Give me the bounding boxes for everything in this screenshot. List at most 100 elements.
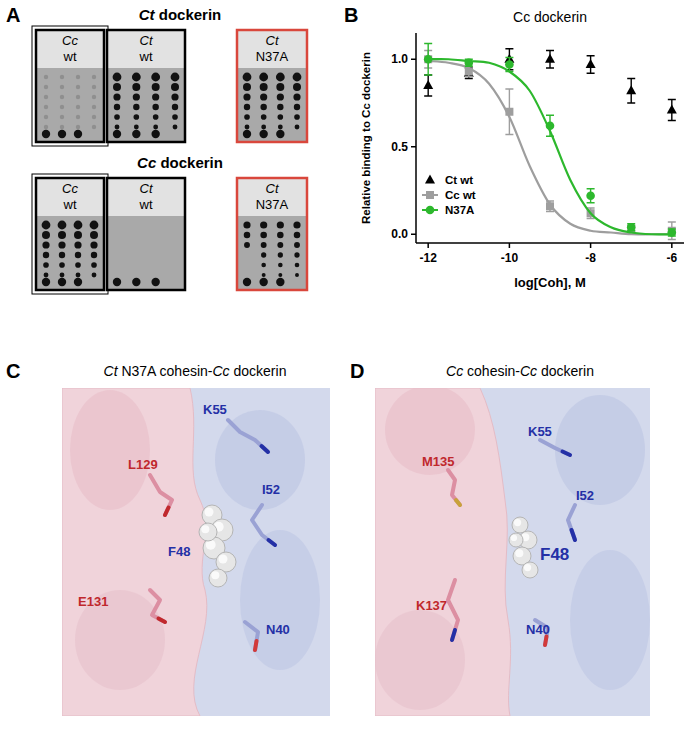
blot: CtN37A — [237, 178, 307, 290]
error-bar — [465, 66, 473, 77]
blot-border — [107, 30, 185, 142]
blot-dot — [133, 93, 140, 100]
blot: Ctwt — [107, 30, 185, 142]
y-tick — [411, 146, 416, 148]
blot-dot — [92, 85, 96, 89]
structure-panel: DCc cohesin-Cc dockerinK55M135I52F48N40K… — [350, 360, 650, 716]
blot-dot — [115, 125, 120, 130]
error-bar — [546, 115, 554, 136]
blot-dot — [91, 252, 97, 258]
residue-stick-tip — [269, 540, 276, 545]
blot-label: Cc — [62, 181, 78, 196]
blot-dot — [113, 278, 121, 286]
blot-border-outer — [32, 26, 108, 146]
error-bar — [668, 100, 676, 121]
legend: Ct wtCc wtN37A — [422, 174, 476, 216]
blot-group-title: Ct dockerin — [139, 6, 222, 23]
blot-dot — [44, 95, 48, 99]
blot-dot — [44, 115, 48, 119]
blot-dot — [294, 252, 299, 257]
surface-shade — [240, 530, 320, 670]
legend-label: N37A — [445, 204, 474, 216]
blot-dot — [295, 273, 299, 277]
dockerin-surface — [62, 388, 330, 716]
series — [424, 51, 676, 240]
blot-dot — [278, 273, 282, 277]
x-axis-label: log[Coh], M — [514, 275, 585, 290]
residue-stick-tip — [572, 530, 576, 540]
blot-dot — [92, 125, 96, 129]
blot-dot — [59, 252, 65, 258]
blot-dot — [293, 83, 301, 91]
y-tick-label: 1.0 — [391, 52, 408, 66]
surface-shade — [70, 390, 150, 510]
blot-label-area — [36, 178, 104, 216]
blot-dot — [74, 130, 82, 138]
blot-dot — [58, 231, 66, 239]
blot-dot — [59, 262, 65, 268]
blot-membrane — [107, 216, 185, 290]
blot-dot — [113, 93, 120, 100]
panel-label: D — [350, 360, 364, 382]
residue-stick-tip — [159, 619, 166, 623]
y-tick — [411, 59, 416, 61]
blot-dot — [113, 73, 122, 82]
marker — [626, 85, 636, 94]
chart-title: Cc dockerin — [513, 9, 587, 25]
atom-sphere — [509, 533, 523, 547]
panel-label: C — [6, 360, 20, 382]
residue-label: K55 — [528, 424, 552, 439]
blot-label: Ct — [266, 181, 280, 196]
error-bar — [424, 75, 432, 96]
blot-dot — [171, 93, 178, 100]
blot-dot — [42, 241, 49, 248]
blot-dot — [42, 221, 51, 230]
blot-dot — [244, 104, 250, 110]
structure-image — [62, 388, 330, 716]
text-segment: dockerin — [537, 363, 594, 379]
blot-dot — [92, 95, 96, 99]
blot-dot — [90, 221, 99, 230]
atom-highlight — [219, 555, 228, 564]
marker — [586, 59, 596, 68]
blot-dot — [172, 104, 178, 110]
atom-sphere — [512, 517, 528, 533]
atom-sphere — [522, 562, 538, 578]
blot-dot — [91, 262, 97, 268]
blot-dot — [132, 83, 140, 91]
surface-shade — [215, 410, 305, 510]
text-segment: Ct — [139, 6, 156, 23]
error-bar — [668, 229, 676, 236]
residue-stick — [540, 440, 570, 455]
blot-dot — [92, 273, 97, 278]
marker — [586, 191, 595, 200]
blot-dot — [294, 232, 301, 239]
blot-label: wt — [139, 197, 153, 212]
blot-dot — [92, 115, 96, 119]
blot-dot — [114, 104, 120, 110]
marker — [627, 223, 636, 232]
blot-membrane — [36, 68, 104, 142]
blot-dot — [261, 125, 266, 130]
blot-dot — [278, 114, 284, 120]
marker — [668, 228, 677, 237]
blot-dot — [60, 105, 64, 109]
blot-dot — [171, 73, 180, 82]
blot-dot — [74, 221, 83, 230]
blot-dot — [278, 125, 283, 130]
text-segment: Cc — [213, 363, 230, 379]
blot-dot — [43, 252, 49, 258]
blot-dot — [278, 252, 283, 257]
blot-dot — [60, 85, 64, 89]
blot-border — [36, 178, 104, 290]
x-tick — [671, 243, 673, 248]
blot-membrane — [36, 216, 104, 290]
blot-label: wt — [139, 49, 153, 64]
error-bar — [627, 79, 635, 104]
blot-label-area — [107, 30, 185, 68]
blot-label: wt — [63, 197, 77, 212]
blot-dot — [76, 115, 80, 119]
blot-dot — [245, 125, 250, 130]
blot-dot — [76, 125, 80, 129]
blot-dot — [153, 125, 158, 130]
